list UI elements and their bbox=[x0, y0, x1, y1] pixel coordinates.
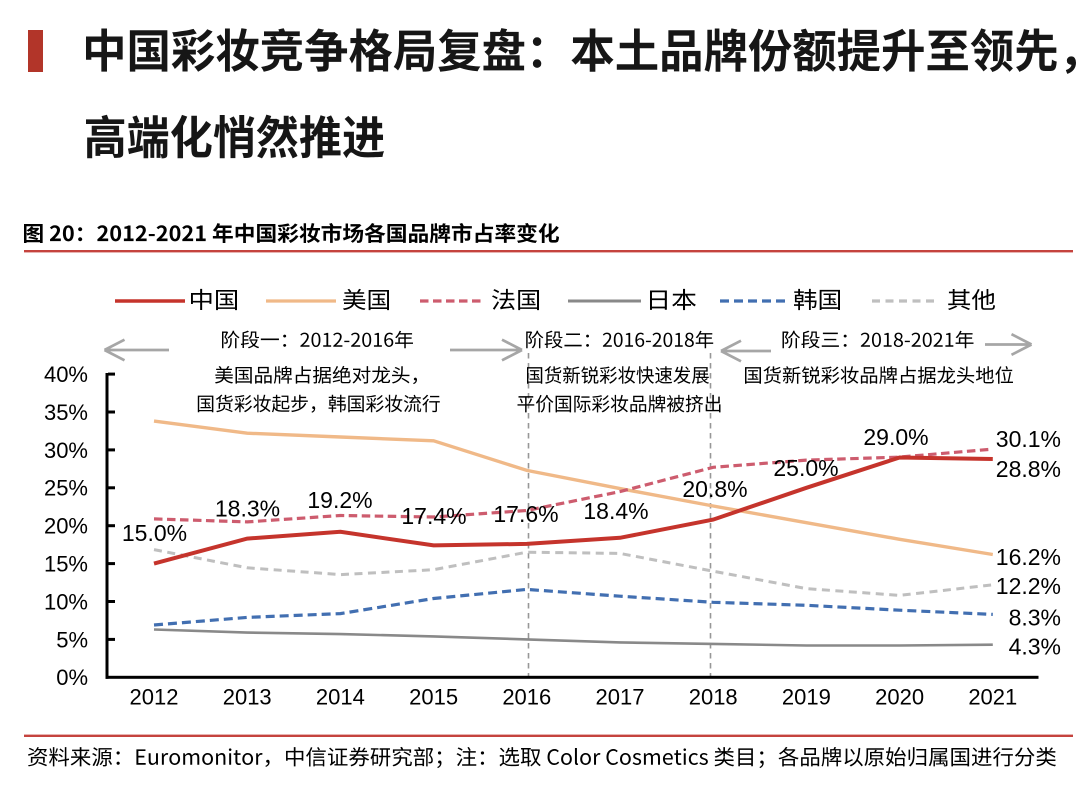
svg-text:29.0%: 29.0% bbox=[863, 424, 928, 450]
svg-text:19.2%: 19.2% bbox=[307, 487, 372, 513]
svg-text:2018: 2018 bbox=[689, 684, 738, 709]
svg-text:2019: 2019 bbox=[782, 684, 831, 709]
svg-text:2017: 2017 bbox=[596, 684, 645, 709]
svg-text:2020: 2020 bbox=[875, 684, 924, 709]
svg-text:30.1%: 30.1% bbox=[996, 426, 1061, 452]
svg-text:17.4%: 17.4% bbox=[401, 503, 466, 529]
svg-text:18.3%: 18.3% bbox=[215, 496, 280, 522]
svg-text:12.2%: 12.2% bbox=[996, 573, 1061, 599]
svg-text:2014: 2014 bbox=[316, 684, 365, 709]
svg-text:20.8%: 20.8% bbox=[682, 476, 747, 502]
svg-text:16.2%: 16.2% bbox=[996, 544, 1061, 570]
svg-text:35%: 35% bbox=[44, 400, 88, 425]
svg-text:25.0%: 25.0% bbox=[773, 455, 838, 481]
svg-text:2013: 2013 bbox=[223, 684, 272, 709]
svg-text:8.3%: 8.3% bbox=[1009, 605, 1061, 631]
svg-text:2012: 2012 bbox=[130, 684, 179, 709]
svg-text:2021: 2021 bbox=[968, 684, 1017, 709]
svg-text:15%: 15% bbox=[44, 552, 88, 577]
svg-text:2015: 2015 bbox=[409, 684, 458, 709]
svg-text:30%: 30% bbox=[44, 438, 88, 463]
svg-text:5%: 5% bbox=[56, 627, 88, 652]
svg-text:10%: 10% bbox=[44, 589, 88, 614]
svg-text:0%: 0% bbox=[56, 665, 88, 690]
svg-text:2016: 2016 bbox=[502, 684, 551, 709]
svg-text:4.3%: 4.3% bbox=[1009, 633, 1061, 659]
svg-text:17.6%: 17.6% bbox=[493, 501, 558, 527]
svg-text:18.4%: 18.4% bbox=[583, 498, 648, 524]
svg-text:20%: 20% bbox=[44, 514, 88, 539]
svg-text:28.8%: 28.8% bbox=[996, 456, 1061, 482]
svg-text:15.0%: 15.0% bbox=[122, 520, 187, 546]
svg-text:40%: 40% bbox=[44, 362, 88, 387]
svg-text:25%: 25% bbox=[44, 476, 88, 501]
